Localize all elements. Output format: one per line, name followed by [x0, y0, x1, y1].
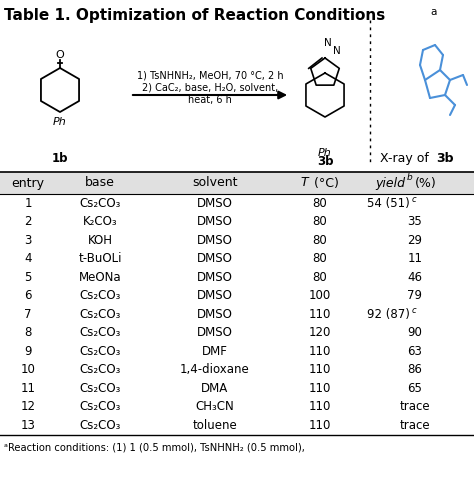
Text: 5: 5 [24, 271, 32, 284]
Text: T: T [301, 177, 308, 189]
Text: MeONa: MeONa [79, 271, 121, 284]
Text: CH₃CN: CH₃CN [196, 400, 234, 413]
Text: yield: yield [375, 177, 405, 189]
Text: 110: 110 [309, 382, 331, 395]
Text: DMF: DMF [202, 345, 228, 358]
Text: Ph: Ph [53, 117, 67, 127]
Text: 35: 35 [408, 215, 422, 228]
Text: DMSO: DMSO [197, 289, 233, 302]
Text: 2) CaC₂, base, H₂O, solvent,: 2) CaC₂, base, H₂O, solvent, [142, 83, 278, 93]
Text: 110: 110 [309, 419, 331, 432]
Text: trace: trace [400, 400, 430, 413]
Text: 10: 10 [20, 363, 36, 376]
Bar [0, 172, 474, 194]
Text: 80: 80 [313, 215, 328, 228]
Text: 29: 29 [408, 234, 422, 247]
Text: t-BuOLi: t-BuOLi [78, 252, 122, 265]
Text: 63: 63 [408, 345, 422, 358]
Text: 7: 7 [24, 308, 32, 321]
Text: ᵃReaction conditions: (1) 1 (0.5 mmol), TsNHNH₂ (0.5 mmol),: ᵃReaction conditions: (1) 1 (0.5 mmol), … [4, 442, 305, 453]
Text: Cs₂CO₃: Cs₂CO₃ [79, 382, 121, 395]
Text: 110: 110 [309, 400, 331, 413]
Text: 9: 9 [24, 345, 32, 358]
Text: 46: 46 [408, 271, 422, 284]
Text: DMSO: DMSO [197, 234, 233, 247]
Text: 100: 100 [309, 289, 331, 302]
Text: 1,4-dioxane: 1,4-dioxane [180, 363, 250, 376]
Text: DMSO: DMSO [197, 252, 233, 265]
Text: 12: 12 [20, 400, 36, 413]
Text: 80: 80 [313, 252, 328, 265]
Text: (°C): (°C) [310, 177, 339, 189]
Text: Cs₂CO₃: Cs₂CO₃ [79, 308, 121, 321]
Text: Cs₂CO₃: Cs₂CO₃ [79, 400, 121, 413]
Text: 92 (87): 92 (87) [367, 308, 410, 321]
Text: Cs₂CO₃: Cs₂CO₃ [79, 345, 121, 358]
Text: 1b: 1b [52, 152, 68, 165]
Text: Table 1. Optimization of Reaction Conditions: Table 1. Optimization of Reaction Condit… [4, 8, 385, 23]
Text: Ph: Ph [318, 148, 332, 158]
Text: solvent: solvent [192, 177, 238, 189]
Text: N: N [333, 46, 341, 56]
Text: 79: 79 [408, 289, 422, 302]
Text: Cs₂CO₃: Cs₂CO₃ [79, 197, 121, 210]
Text: DMA: DMA [201, 382, 228, 395]
Text: DMSO: DMSO [197, 215, 233, 228]
Text: Cs₂CO₃: Cs₂CO₃ [79, 363, 121, 376]
Text: 3: 3 [24, 234, 32, 247]
Text: toluene: toluene [192, 419, 237, 432]
Text: DMSO: DMSO [197, 271, 233, 284]
Text: KOH: KOH [88, 234, 112, 247]
Text: base: base [85, 177, 115, 189]
Text: 80: 80 [313, 197, 328, 210]
Text: (%): (%) [415, 177, 437, 189]
Text: 3b: 3b [317, 155, 333, 168]
Text: 80: 80 [313, 234, 328, 247]
Text: 4: 4 [24, 252, 32, 265]
Text: N: N [324, 38, 332, 48]
Text: 86: 86 [408, 363, 422, 376]
Text: 1) TsNHNH₂, MeOH, 70 °C, 2 h: 1) TsNHNH₂, MeOH, 70 °C, 2 h [137, 70, 283, 80]
Text: 13: 13 [20, 419, 36, 432]
Text: 6: 6 [24, 289, 32, 302]
Text: 110: 110 [309, 363, 331, 376]
Text: a: a [430, 7, 437, 17]
Text: 90: 90 [408, 326, 422, 339]
Text: 120: 120 [309, 326, 331, 339]
Text: 1: 1 [24, 197, 32, 210]
Text: O: O [55, 50, 64, 60]
Text: 11: 11 [20, 382, 36, 395]
Text: 3b: 3b [436, 152, 454, 165]
Text: Cs₂CO₃: Cs₂CO₃ [79, 289, 121, 302]
Text: K₂CO₃: K₂CO₃ [82, 215, 117, 228]
Text: c: c [412, 195, 417, 204]
Text: heat, 6 h: heat, 6 h [188, 95, 232, 105]
Text: 2: 2 [24, 215, 32, 228]
Text: 54 (51): 54 (51) [367, 197, 410, 210]
Text: entry: entry [11, 177, 45, 189]
Text: Cs₂CO₃: Cs₂CO₃ [79, 326, 121, 339]
Text: b: b [407, 174, 413, 183]
Text: DMSO: DMSO [197, 326, 233, 339]
Text: 80: 80 [313, 271, 328, 284]
Text: DMSO: DMSO [197, 197, 233, 210]
Text: Cs₂CO₃: Cs₂CO₃ [79, 419, 121, 432]
Text: 65: 65 [408, 382, 422, 395]
Text: trace: trace [400, 419, 430, 432]
Text: 110: 110 [309, 345, 331, 358]
Text: c: c [412, 306, 417, 315]
Text: 11: 11 [408, 252, 422, 265]
Text: X-ray of: X-ray of [380, 152, 433, 165]
Text: DMSO: DMSO [197, 308, 233, 321]
Text: 8: 8 [24, 326, 32, 339]
Text: 110: 110 [309, 308, 331, 321]
